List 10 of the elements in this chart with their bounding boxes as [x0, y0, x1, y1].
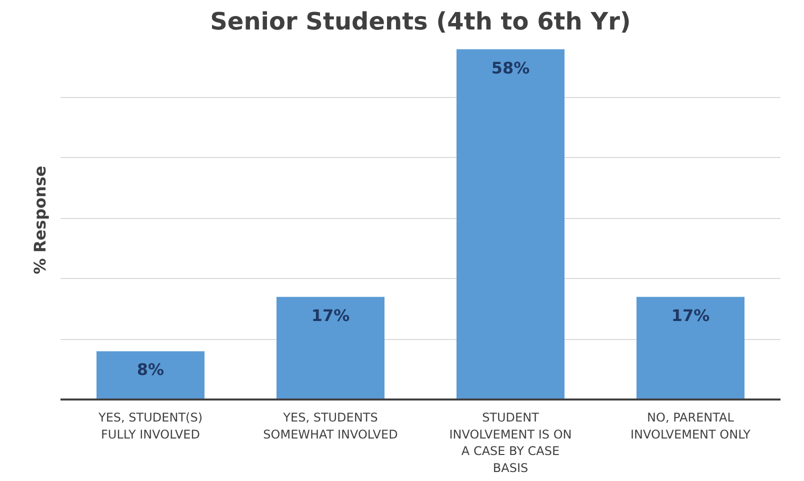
y-axis-title: % Response — [30, 166, 50, 274]
data-label: 17% — [311, 306, 350, 325]
x-tick-label: NO, PARENTAL INVOLVEMENT ONLY — [630, 410, 752, 442]
x-tick-label: YES, STUDENTS SOMEWHAT INVOLVED — [263, 410, 398, 442]
chart-title: Senior Students (4th to 6th Yr) — [210, 8, 631, 36]
x-tick-label: YES, STUDENT(S) FULLY INVOLVED — [98, 410, 202, 442]
x-tick-label: STUDENT INVOLVEMENT IS ON A CASE BY CASE BASIS — [449, 410, 572, 475]
data-label: 58% — [491, 58, 530, 78]
data-label: 8% — [136, 360, 164, 380]
data-label: 17% — [671, 306, 710, 325]
